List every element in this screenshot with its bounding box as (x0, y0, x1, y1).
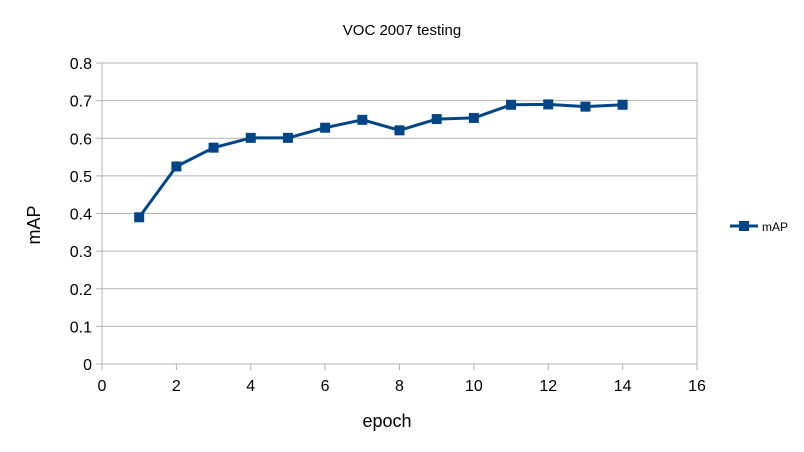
x-tick-label: 4 (246, 378, 255, 395)
x-tick-label: 12 (539, 378, 557, 395)
data-point (394, 125, 405, 136)
x-tick-label: 0 (98, 378, 107, 395)
data-point (245, 132, 256, 143)
y-axis-ticks: 0 0.1 0.2 0.3 0.4 0.5 0.6 0.7 0.8 (70, 56, 102, 374)
y-tick-label: 0.5 (70, 169, 92, 186)
y-tick-label: 0.4 (70, 207, 92, 224)
data-point (171, 161, 182, 172)
y-tick-label: 0.1 (70, 319, 92, 336)
data-point (543, 99, 554, 110)
x-tick-label: 10 (465, 378, 483, 395)
y-tick-label: 0 (83, 357, 92, 374)
x-tick-label: 2 (172, 378, 181, 395)
chart-title: VOC 2007 testing (343, 22, 461, 39)
legend: mAP (730, 220, 788, 234)
data-point (468, 112, 479, 123)
series-layer (134, 99, 628, 223)
y-tick-label: 0.6 (70, 131, 92, 148)
data-point (320, 122, 331, 133)
x-tick-label: 8 (395, 378, 404, 395)
legend-marker (739, 221, 749, 231)
x-tick-label: 6 (321, 378, 330, 395)
legend-label: mAP (762, 220, 788, 234)
data-point (580, 101, 591, 112)
y-tick-label: 0.8 (70, 56, 92, 73)
x-axis-label: epoch (362, 411, 411, 431)
y-tick-label: 0.3 (70, 244, 92, 261)
x-axis-ticks: 0 2 4 6 8 10 12 14 16 (98, 364, 706, 395)
data-point (617, 99, 628, 110)
data-point (431, 114, 442, 125)
data-point (208, 142, 219, 153)
data-point (134, 212, 145, 223)
y-tick-label: 0.7 (70, 94, 92, 111)
data-point (357, 114, 368, 125)
x-tick-label: 14 (614, 378, 632, 395)
y-tick-label: 0.2 (70, 282, 92, 299)
x-tick-label: 16 (688, 378, 706, 395)
series-line-mAP (137, 102, 623, 219)
data-point (282, 132, 293, 143)
y-axis-label: mAP (24, 205, 44, 244)
data-point (506, 99, 517, 110)
